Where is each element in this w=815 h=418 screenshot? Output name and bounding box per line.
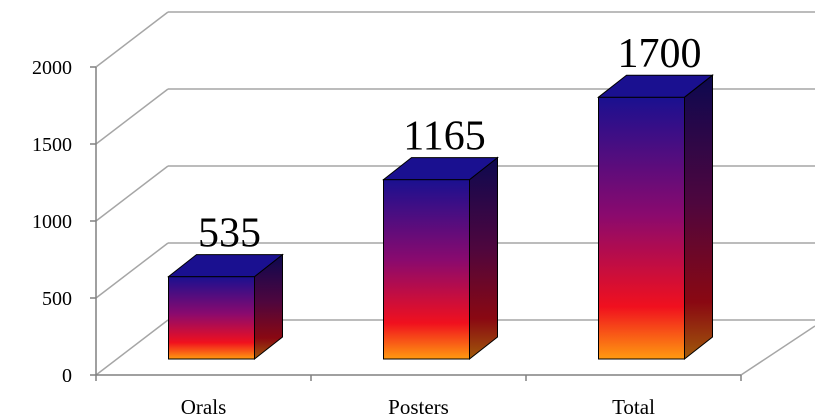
x-tick-label: Orals [181, 395, 227, 418]
bar-front-face [383, 179, 470, 360]
bar-front-face [168, 276, 255, 360]
data-label: 535 [198, 211, 261, 257]
bar-top-face [382, 157, 499, 181]
floor-left-edge [95, 319, 169, 376]
bar-orals [167, 253, 284, 361]
labels: 0 500 1000 1500 2000 535 Orals 1165 Posters 1700 T… [32, 31, 702, 418]
bar-front-face [598, 96, 685, 360]
gridline-diagonal [95, 165, 169, 222]
bar-total [597, 74, 714, 361]
y-tick-label: 2000 [32, 57, 72, 79]
y-tick-label: 1500 [32, 134, 72, 156]
data-label: 1700 [618, 31, 702, 77]
gridline [95, 11, 815, 68]
bar-posters [382, 156, 499, 361]
gridline-diagonal [95, 242, 169, 299]
bar-side-face [684, 74, 713, 361]
floor-right-edge [740, 325, 815, 376]
y-tick-label: 1000 [32, 211, 72, 233]
bar-side-face [469, 156, 498, 361]
y-tick-label: 0 [62, 365, 72, 387]
axes [90, 66, 742, 381]
bar-top-face [167, 254, 284, 278]
y-tick-label: 500 [42, 288, 72, 310]
gridline-diagonal [95, 11, 169, 68]
gridline-diagonal [95, 88, 169, 145]
bars [167, 74, 714, 361]
data-label: 1165 [403, 114, 485, 160]
bar-top-face [597, 74, 714, 98]
x-tick-label: Total [612, 395, 655, 418]
x-tick-label: Posters [388, 395, 449, 418]
